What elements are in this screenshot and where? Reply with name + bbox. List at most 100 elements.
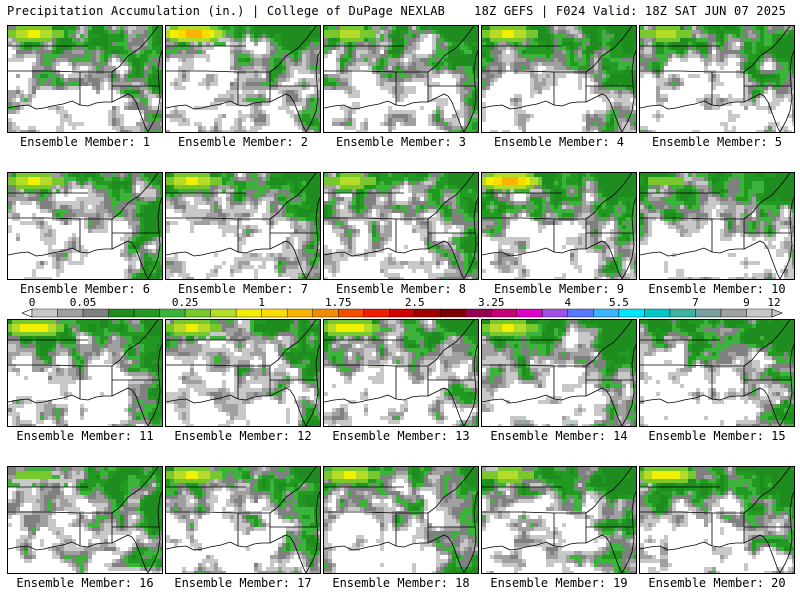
ensemble-member-map — [165, 25, 321, 133]
legend-color-swatch — [286, 308, 313, 318]
precipitation-field — [8, 320, 162, 426]
legend-color-swatch — [363, 308, 390, 318]
ensemble-member-label: Ensemble Member: 3 — [335, 135, 467, 149]
legend-tick-label: 7 — [692, 296, 699, 309]
precipitation-field — [324, 320, 478, 426]
legend-color-swatch — [31, 308, 58, 318]
ensemble-member-label: Ensemble Member: 2 — [177, 135, 309, 149]
precipitation-field — [482, 26, 636, 132]
run-valid-time: 18Z GEFS | F024 Valid: 18Z SAT JUN 07 20… — [474, 4, 786, 18]
precipitation-field — [8, 173, 162, 279]
legend-tick-label: 12 — [767, 296, 781, 309]
legend-tick-label: 3.25 — [478, 296, 505, 309]
ensemble-member-map — [323, 319, 479, 427]
legend-colorbar — [22, 308, 783, 318]
ensemble-member-map — [481, 319, 637, 427]
ensemble-member-label: Ensemble Member: 14 — [490, 429, 628, 443]
legend-color-swatch — [159, 308, 186, 318]
legend-tick-label: 0.25 — [171, 296, 199, 309]
ensemble-member-label: Ensemble Member: 4 — [493, 135, 625, 149]
precipitation-field — [166, 173, 320, 279]
legend-arrow-right — [771, 308, 783, 318]
ensemble-member-map — [639, 466, 795, 574]
legend-color-swatch — [57, 308, 84, 318]
precipitation-field — [640, 320, 794, 426]
ensemble-member-label: Ensemble Member: 17 — [174, 576, 312, 590]
ensemble-member-map — [7, 172, 163, 280]
legend-color-swatch — [235, 308, 262, 318]
legend-color-swatch — [133, 308, 160, 318]
precipitation-field — [640, 26, 794, 132]
legend-tick-label: 0.05 — [69, 296, 97, 309]
legend-color-swatch — [746, 308, 773, 318]
ensemble-member-map — [639, 319, 795, 427]
ensemble-member-map — [165, 172, 321, 280]
ensemble-member-label: Ensemble Member: 5 — [651, 135, 783, 149]
ensemble-member-label: Ensemble Member: 9 — [493, 282, 625, 296]
ensemble-member-map — [323, 172, 479, 280]
legend-color-swatch — [465, 308, 492, 318]
ensemble-member-label: Ensemble Member: 7 — [177, 282, 309, 296]
ensemble-member-map — [481, 172, 637, 280]
ensemble-member-label: Ensemble Member: 10 — [648, 282, 786, 296]
precipitation-field — [640, 173, 794, 279]
precipitation-field — [166, 320, 320, 426]
ensemble-member-map — [165, 319, 321, 427]
precipitation-field — [8, 467, 162, 573]
ensemble-member-label: Ensemble Member: 20 — [648, 576, 786, 590]
ensemble-member-map — [7, 466, 163, 574]
ensemble-member-map — [323, 25, 479, 133]
legend-color-swatch — [720, 308, 747, 318]
ensemble-member-label: Ensemble Member: 15 — [648, 429, 786, 443]
ensemble-member-label: Ensemble Member: 18 — [332, 576, 470, 590]
legend-color-swatch — [491, 308, 518, 318]
precipitation-field — [324, 26, 478, 132]
precipitation-field — [324, 467, 478, 573]
legend-color-swatch — [389, 308, 415, 318]
legend-color-swatch — [644, 308, 671, 318]
ensemble-member-label: Ensemble Member: 12 — [174, 429, 312, 443]
ensemble-member-label: Ensemble Member: 16 — [16, 576, 154, 590]
ensemble-member-label: Ensemble Member: 19 — [490, 576, 628, 590]
ensemble-member-map — [639, 172, 795, 280]
precipitation-field — [166, 467, 320, 573]
ensemble-member-map — [481, 466, 637, 574]
legend-color-swatch — [312, 308, 339, 318]
ensemble-member-label: Ensemble Member: 8 — [335, 282, 467, 296]
legend-color-swatch — [338, 308, 364, 318]
ensemble-member-map — [7, 319, 163, 427]
ensemble-member-label: Ensemble Member: 11 — [16, 429, 154, 443]
chart-title: Precipitation Accumulation (in.) | Colle… — [7, 4, 446, 18]
legend-tick-label: 2.5 — [404, 296, 425, 309]
legend-tick-label: 1 — [258, 296, 265, 309]
legend-tick-label: 9 — [743, 296, 750, 309]
precipitation-field — [640, 467, 794, 573]
ensemble-member-label: Ensemble Member: 13 — [332, 429, 470, 443]
legend-color-swatch — [184, 308, 211, 318]
legend-color-swatch — [618, 308, 645, 318]
precipitation-field — [8, 26, 162, 132]
legend-color-swatch — [82, 308, 109, 318]
precipitation-field — [166, 26, 320, 132]
ensemble-member-map — [639, 25, 795, 133]
precipitation-field — [482, 467, 636, 573]
legend-color-swatch — [440, 308, 466, 318]
ensemble-member-label: Ensemble Member: 6 — [19, 282, 151, 296]
legend-color-swatch — [542, 308, 569, 318]
legend-color-swatch — [695, 308, 722, 318]
legend-color-swatch — [567, 308, 594, 318]
precipitation-field — [482, 173, 636, 279]
precipitation-field — [482, 320, 636, 426]
legend-tick-label: 1.75 — [324, 296, 352, 309]
legend-color-swatch — [414, 308, 441, 318]
legend-color-swatch — [669, 308, 696, 318]
legend-tick-label: 0 — [28, 296, 36, 309]
ensemble-member-map — [7, 25, 163, 133]
legend-tick-label: 4 — [564, 296, 572, 309]
legend-color-swatch — [516, 308, 543, 318]
legend-tick-label: 5.5 — [608, 296, 629, 309]
ensemble-member-map — [481, 25, 637, 133]
legend-color-swatch — [261, 308, 288, 318]
legend-color-swatch — [593, 308, 620, 318]
legend-color-swatch — [108, 308, 135, 318]
